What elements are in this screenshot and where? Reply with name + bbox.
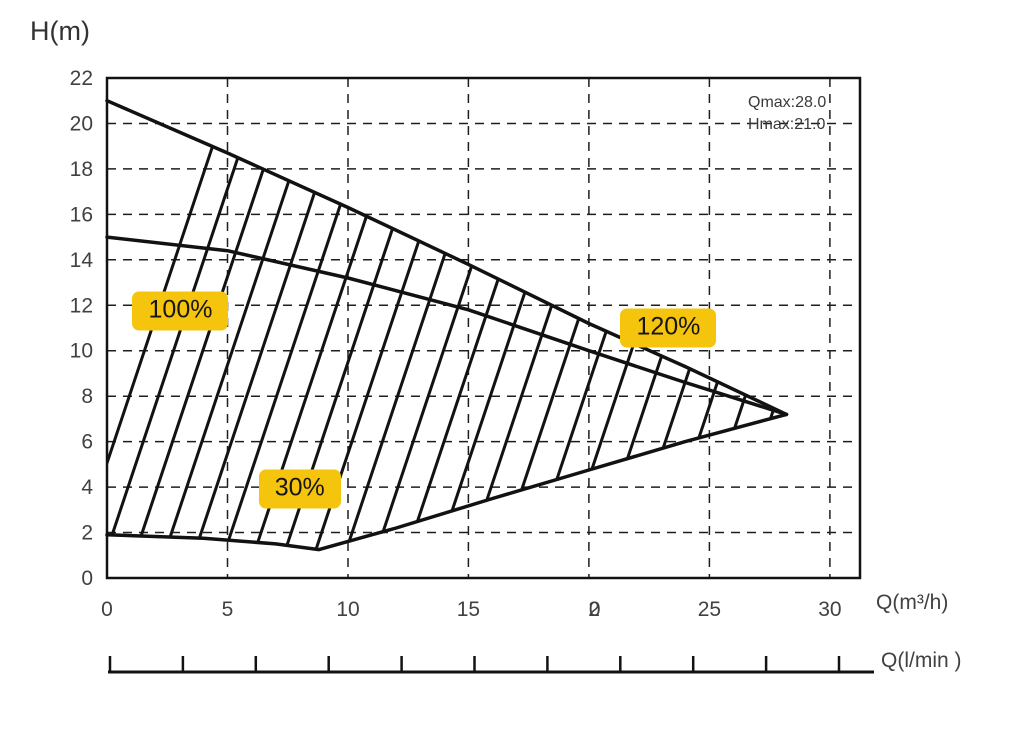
svg-text:15: 15	[457, 598, 480, 621]
curve-30-min-envelope	[105, 412, 789, 552]
svg-text:0: 0	[101, 598, 113, 621]
curve-120-max-envelope	[105, 98, 789, 417]
svg-text:6: 6	[81, 431, 93, 454]
svg-text:22: 22	[70, 67, 93, 90]
lmin-ruler	[108, 656, 874, 674]
label-30-percent: 30%	[258, 469, 341, 509]
y-axis-title: H(m)	[30, 16, 90, 46]
svg-text:10: 10	[336, 598, 359, 621]
gridlines	[107, 78, 860, 578]
svg-text:2: 2	[81, 522, 93, 545]
svg-text:4: 4	[81, 476, 93, 499]
svg-text:25: 25	[698, 598, 721, 621]
svg-text:12: 12	[70, 294, 93, 317]
svg-text:5: 5	[222, 598, 234, 621]
svg-text:8: 8	[81, 385, 93, 408]
label-100-percent: 100%	[132, 291, 229, 331]
pump-curves	[105, 98, 789, 552]
svg-text:16: 16	[70, 203, 93, 226]
qmax-hmax-annotation: Qmax:28.0 Hmax:21.0	[748, 92, 826, 136]
secondary-axis-title: Q(l/min )	[881, 649, 962, 672]
svg-text:14: 14	[70, 249, 94, 272]
plot-border	[105, 76, 862, 580]
svg-text:18: 18	[70, 158, 93, 181]
curve-100-nominal	[105, 235, 789, 417]
svg-text:20: 20	[588, 598, 600, 621]
x-axis-title: Q(m³/h)	[876, 591, 949, 614]
label-120-percent: 120%	[620, 308, 717, 348]
hmax-value: Hmax:21.0	[748, 116, 826, 133]
svg-text:0: 0	[81, 567, 93, 590]
x-tick-labels: 0 5 10 15 20 25 30	[101, 598, 841, 621]
svg-text:30: 30	[818, 598, 841, 621]
svg-text:20: 20	[70, 113, 93, 136]
svg-text:10: 10	[70, 340, 93, 363]
qmax-value: Qmax:28.0	[748, 94, 827, 111]
